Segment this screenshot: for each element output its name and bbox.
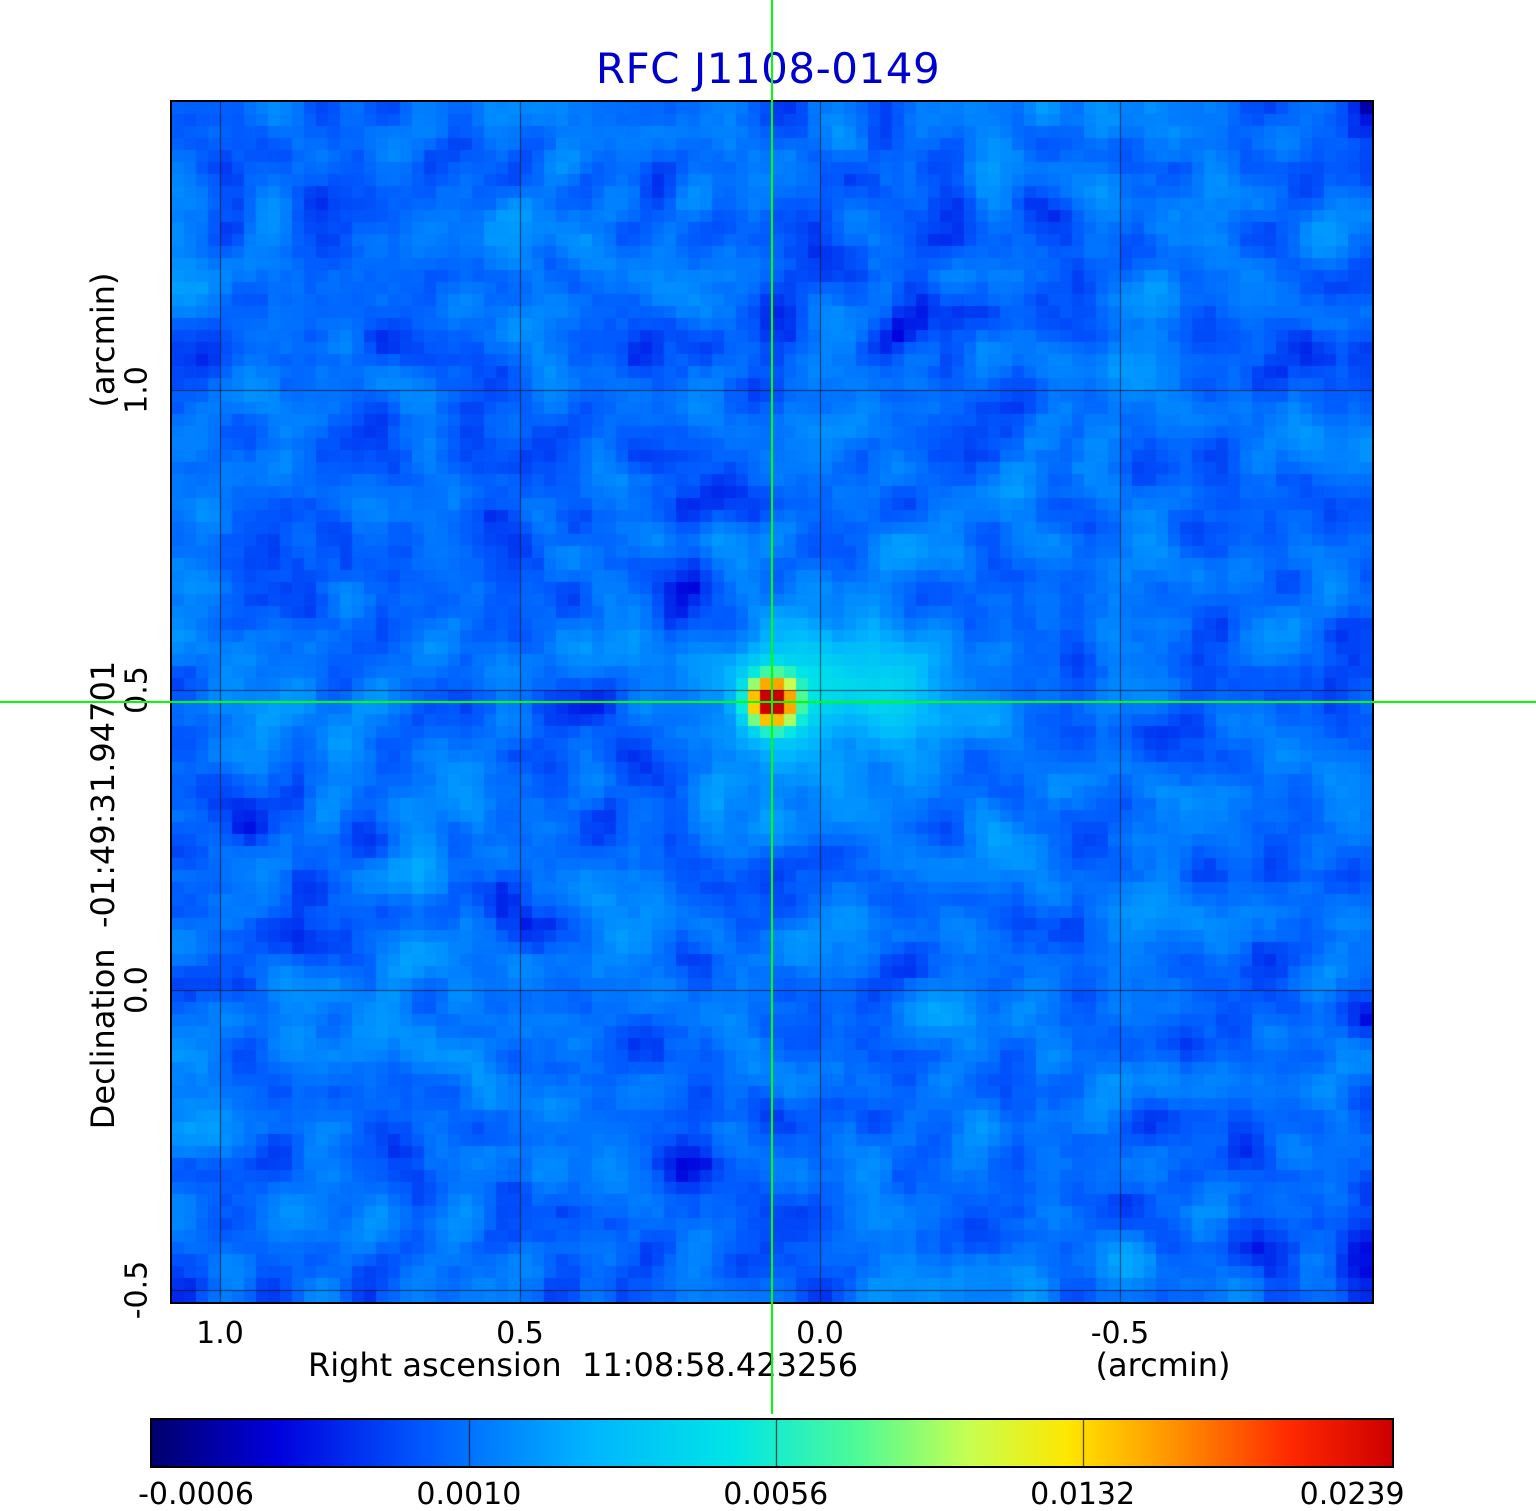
plot-title: RFC J1108-0149 xyxy=(595,44,941,93)
colorbar-tick-label: -0.0006 xyxy=(138,1477,254,1511)
colorbar-tick-label: 0.0132 xyxy=(1030,1477,1136,1511)
x-axis-unit: (arcmin) xyxy=(1095,1346,1231,1384)
crosshair-horizontal-line xyxy=(0,701,1536,703)
x-tick-label: 0.5 xyxy=(496,1316,544,1351)
colorbar-tick-label: 0.0239 xyxy=(1299,1477,1405,1511)
y-axis-unit: (arcmin) xyxy=(84,272,122,408)
x-tick-label: 1.0 xyxy=(196,1316,244,1351)
y-tick-label: 1.0 xyxy=(119,366,155,414)
colorbar-tick-label: 0.0056 xyxy=(723,1477,829,1511)
x-tick-label: -0.5 xyxy=(1090,1316,1150,1351)
crosshair-vertical-line xyxy=(771,0,773,1414)
y-axis-label: Declination -01:49:31.94701 xyxy=(84,660,122,1130)
y-tick-label: 0.5 xyxy=(119,666,155,714)
x-axis-label: Right ascension 11:08:58.423256 xyxy=(307,1346,859,1384)
colorbar-gradient xyxy=(152,1420,1392,1466)
x-tick-label: 0.0 xyxy=(796,1316,844,1351)
y-tick-label: 0.0 xyxy=(119,966,155,1014)
colorbar xyxy=(150,1418,1394,1468)
y-tick-label: -0.5 xyxy=(119,1260,155,1320)
colorbar-tick-label: 0.0010 xyxy=(416,1477,522,1511)
